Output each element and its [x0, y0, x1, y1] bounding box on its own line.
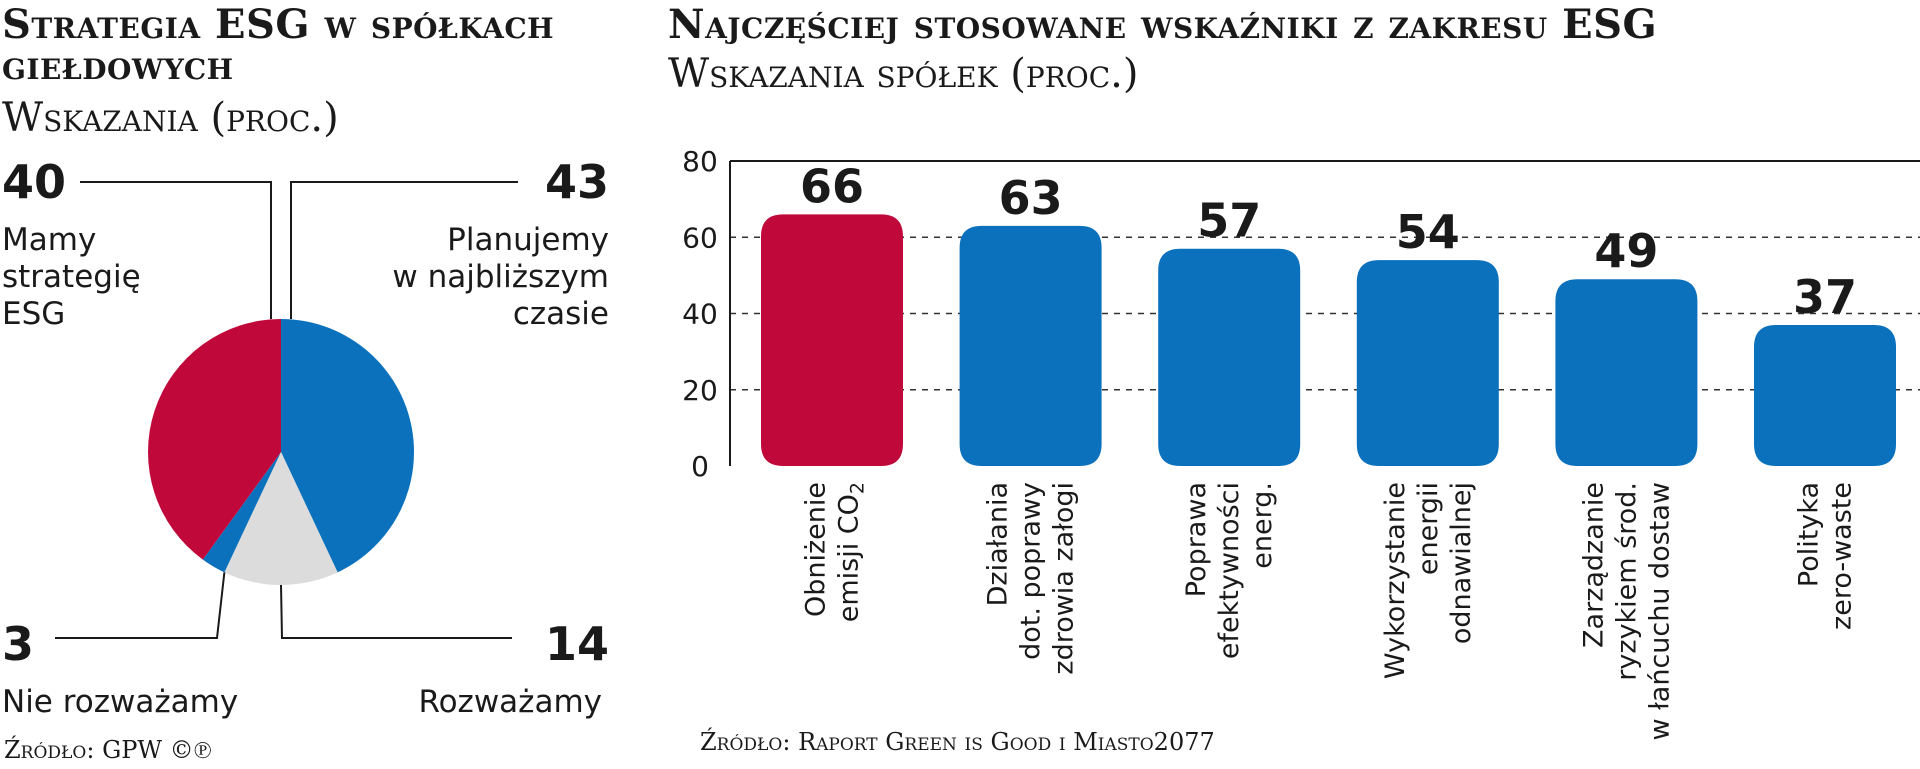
pie-value-label: 43: [545, 155, 609, 209]
x-category-line: Obniżenie: [801, 482, 832, 617]
y-tick-label: 40: [682, 298, 718, 331]
x-category-line: Poprawa: [1181, 482, 1212, 597]
pie-slice: [224, 452, 338, 585]
pie-title-line-1: Strategia ESG w spółkach: [2, 1, 555, 48]
leader-line-mamy: [80, 181, 272, 319]
bar: [1555, 279, 1698, 466]
x-category-line: zdrowia załogi: [1049, 482, 1080, 675]
pie-category-label: Nie rozważamy: [2, 684, 238, 720]
x-category-line: Działania: [983, 482, 1014, 606]
x-category-label: Zarządzanie ryzykiem środ. w łańcuchu dost…: [1578, 482, 1675, 741]
pie-category-label: czasie: [513, 296, 609, 332]
y-tick-label: 60: [682, 221, 718, 254]
bar: [761, 214, 903, 466]
bar: [1754, 324, 1896, 466]
x-category-label: Poprawa efektywności energ.: [1181, 482, 1278, 659]
x-category-line: w łańcuchu dostaw: [1644, 482, 1675, 741]
pie-slice: [202, 452, 281, 573]
pie-chart-title: Strategia ESG w spółkach giełdowych: [2, 4, 662, 86]
y-tick-label: 20: [682, 374, 718, 407]
pie-title-line-2: giełdowych: [2, 42, 234, 89]
bar-chart-title: Najczęściej stosowane wskaźniki z zakres…: [668, 1, 1658, 48]
x-category-line: Polityka: [1794, 482, 1825, 587]
pie-value-label: 14: [545, 617, 609, 671]
pie-category-label: w najbliższym: [392, 259, 609, 295]
bar-value-label: 49: [1594, 224, 1658, 278]
bar-value-label: 63: [999, 171, 1063, 225]
pie-category-label: Mamy: [2, 222, 96, 258]
x-category-line: Zarządzanie: [1578, 482, 1609, 648]
leader-line-planujemy: [290, 181, 518, 319]
bar-chart: 0 20 40 60 80 66 Obniżenie emisji CO2 63 Działani…: [682, 145, 1920, 741]
category-text: emisji CO: [834, 494, 865, 622]
x-category-line: Wykorzystanie: [1380, 482, 1411, 679]
leader-line-nie-rozwazamy: [55, 572, 226, 639]
pie-source-note: Źródło: GPW ©℗: [4, 736, 212, 764]
bar-value-label: 54: [1396, 205, 1460, 259]
pie-value-label: 3: [2, 617, 34, 671]
y-tick-label: 80: [682, 145, 718, 178]
pie-slice: [147, 319, 281, 560]
x-category-line: dot. poprawy: [1016, 482, 1047, 660]
bar-value-label: 37: [1793, 270, 1857, 324]
pie-chart-subtitle: Wskazania (proc.): [2, 95, 339, 141]
bar-source-note: Źródło: Raport Green is Good i Miasto207…: [700, 728, 1215, 756]
leader-line-rozwazamy: [280, 584, 512, 639]
bar-chart-subtitle: Wskazania spółek (proc.): [668, 51, 1139, 97]
bar-value-label: 57: [1197, 194, 1261, 248]
subscript-text: 2: [847, 482, 869, 494]
x-category-label: Polityka zero-waste: [1794, 482, 1858, 630]
y-tick-label: 0: [691, 450, 709, 483]
pie-value-label: 40: [2, 155, 66, 209]
x-category-line: efektywności: [1214, 482, 1245, 659]
x-category-label: Działania dot. poprawy zdrowia załogi: [983, 482, 1080, 675]
x-category-line: emisji CO2: [834, 482, 869, 622]
x-category-line: energii: [1413, 482, 1444, 575]
x-category-line: odnawialnej: [1446, 482, 1477, 644]
pie-category-label: strategię: [2, 259, 141, 295]
bar: [1356, 260, 1499, 466]
x-category-line: energ.: [1247, 482, 1278, 569]
x-category-label: Wykorzystanie energii odnawialnej: [1380, 482, 1477, 679]
x-category-line: zero-waste: [1827, 482, 1858, 630]
x-category-line: ryzykiem środ.: [1611, 482, 1642, 681]
pie-category-label: Rozważamy: [418, 684, 602, 720]
pie-category-label: Planujemy: [447, 222, 609, 258]
x-category-label: Obniżenie emisji CO2: [801, 482, 869, 622]
bar: [959, 225, 1102, 466]
pie-category-label: ESG: [2, 296, 65, 332]
bar: [1158, 248, 1301, 466]
pie-slice: [281, 319, 414, 573]
bar-value-label: 66: [800, 159, 864, 213]
